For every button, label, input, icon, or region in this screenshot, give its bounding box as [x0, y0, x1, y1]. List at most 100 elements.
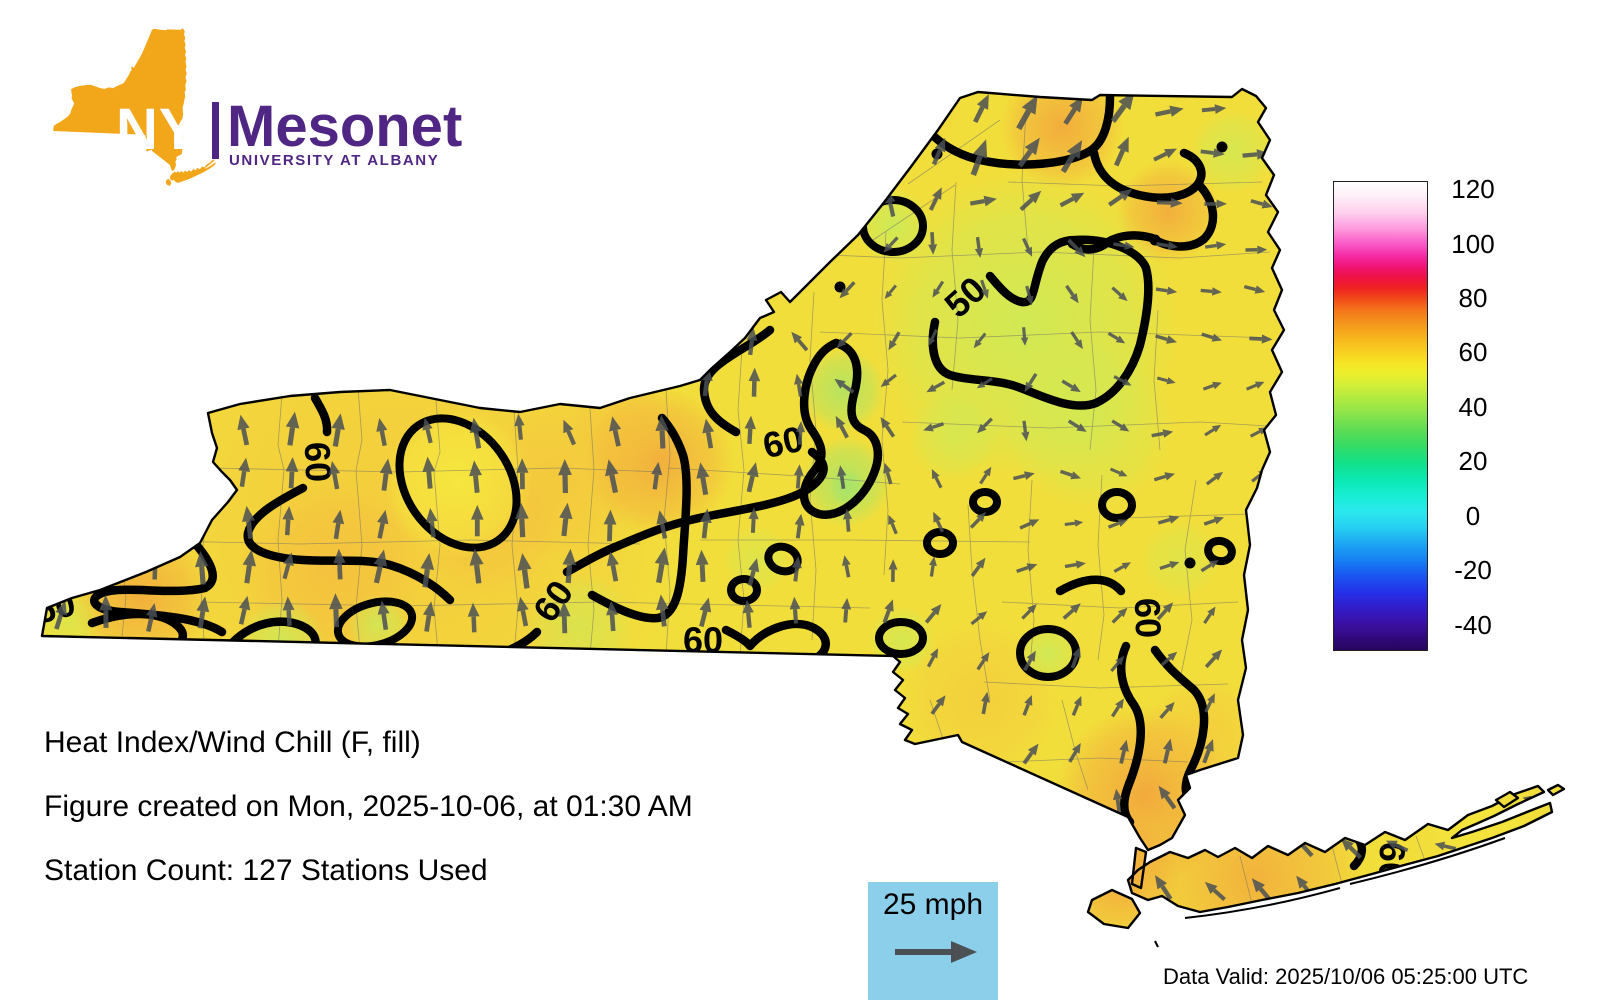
wind-arrow-icon	[1203, 606, 1216, 624]
wind-arrow-icon	[1065, 284, 1079, 304]
wind-arrow-icon	[423, 601, 435, 632]
wind-arrow-icon	[285, 411, 300, 446]
wind-arrow-icon	[1201, 104, 1227, 114]
wind-arrow-icon	[932, 280, 945, 298]
logo-subtitle: UNIVERSITY AT ALBANY	[229, 152, 440, 169]
wind-arrow-icon	[791, 331, 809, 352]
wind-arrow-icon	[1068, 743, 1081, 763]
colorbar-tick-label: 120	[1451, 174, 1495, 205]
wind-arrow-icon	[1020, 327, 1029, 346]
wind-arrow-icon	[880, 373, 897, 387]
wind-arrow-icon	[926, 380, 946, 393]
logo-acronym: NYS	[116, 97, 239, 162]
wind-arrow-icon	[1111, 286, 1128, 302]
wind-arrow-icon	[933, 511, 945, 533]
wind-arrow-icon	[1112, 788, 1123, 813]
wind-arrow-icon	[1012, 471, 1035, 481]
colorbar-tick-label: 60	[1458, 337, 1488, 368]
wind-arrow-icon	[928, 232, 938, 255]
wind-arrow-icon	[605, 459, 619, 494]
map-dot	[1216, 141, 1228, 153]
colorbar-tick-label: 40	[1458, 391, 1488, 422]
wind-arrow-icon	[1200, 560, 1219, 573]
wind-reference-arrow-icon	[895, 941, 977, 963]
wind-arrow-icon	[420, 553, 435, 588]
wind-arrow-icon	[331, 413, 345, 447]
wind-arrow-icon	[888, 514, 898, 535]
wind-arrow-icon	[656, 594, 669, 627]
wind-arrow-icon	[1064, 560, 1086, 569]
colorbar-tick-label: 80	[1458, 283, 1488, 313]
wind-arrow-icon	[422, 456, 436, 489]
wind-arrow-icon	[1064, 519, 1084, 527]
wind-arrow-icon	[1070, 646, 1081, 669]
wind-arrow-icon	[329, 593, 343, 628]
wind-arrow-icon	[333, 548, 346, 580]
wind-arrow-icon	[603, 509, 617, 542]
wind-arrow-icon	[1200, 148, 1225, 158]
wind-arrow-icon	[1340, 838, 1363, 860]
wind-arrow-icon	[376, 418, 388, 447]
wind-arrow-icon	[1109, 467, 1128, 477]
wind-arrow-icon	[841, 597, 852, 623]
wind-arrow-icon	[237, 414, 250, 446]
wind-arrow-icon	[746, 462, 759, 493]
wind-arrow-icon	[981, 691, 990, 715]
wind-arrow-icon	[1060, 140, 1083, 174]
wind-arrow-icon	[332, 509, 345, 540]
wind-arrow-icon	[328, 461, 340, 490]
wind-arrow-icon	[1017, 137, 1040, 168]
map-dot	[1184, 557, 1196, 569]
wind-arrow-icon	[748, 507, 759, 533]
wind-arrow-icon	[746, 327, 758, 356]
state-outline	[40, 87, 1566, 930]
wind-arrow-icon	[195, 550, 209, 585]
wind-arrow-icon	[1016, 95, 1038, 131]
wind-arrow-icon	[1067, 419, 1087, 432]
wind-arrow-icon	[742, 599, 754, 628]
wind-arrow-icon	[1024, 372, 1038, 393]
wind-arrow-icon	[931, 469, 943, 489]
wind-arrow-icon	[929, 556, 937, 577]
wind-arrow-icon	[884, 284, 898, 299]
wind-arrow-icon	[1107, 519, 1128, 529]
wind-arrow-icon	[1107, 331, 1126, 344]
wind-arrow-icon	[1434, 841, 1457, 851]
wind-arrow-icon	[425, 508, 438, 538]
wind-arrow-icon	[1162, 738, 1173, 764]
wind-arrow-icon	[744, 415, 756, 445]
wind-arrow-icon	[606, 551, 619, 582]
wind-arrow-icon	[516, 458, 529, 490]
wind-arrow-icon	[980, 279, 989, 299]
wind-arrow-icon	[655, 414, 669, 449]
wind-arrows	[54, 91, 1541, 903]
wind-arrow-icon	[1157, 515, 1180, 525]
wind-arrow-icon	[924, 604, 942, 624]
colorbar-tick-label: 0	[1465, 500, 1481, 531]
wind-arrow-icon	[1204, 881, 1226, 902]
wind-arrow-icon	[196, 596, 210, 629]
wind-arrow-icon	[1110, 655, 1125, 673]
wind-arrow-icon	[1249, 334, 1273, 344]
wind-arrow-icon	[834, 378, 855, 394]
wind-arrow-icon	[926, 648, 939, 668]
wind-arrow-icon	[656, 510, 668, 539]
wind-arrow-icon	[146, 603, 158, 632]
wind-arrow-icon	[795, 421, 806, 445]
wind-arrow-icon	[1153, 472, 1175, 482]
colorbar-tick-label: -40	[1454, 609, 1492, 640]
wind-arrow-icon	[1071, 695, 1082, 717]
wind-arrow-icon	[794, 464, 804, 489]
wind-arrow-icon	[606, 600, 619, 632]
wind-arrow-icon	[979, 466, 992, 485]
county-boundaries	[119, 111, 1425, 905]
wind-arrow-icon	[836, 331, 853, 349]
wind-arrow-icon	[1016, 563, 1038, 574]
wind-arrow-icon	[976, 652, 990, 671]
wind-arrow-icon	[702, 418, 715, 449]
wind-arrow-icon	[377, 509, 389, 539]
wind-arrow-icon	[1204, 241, 1227, 250]
wind-arrow-icon	[791, 556, 802, 582]
wind-arrow-icon	[1022, 743, 1039, 765]
